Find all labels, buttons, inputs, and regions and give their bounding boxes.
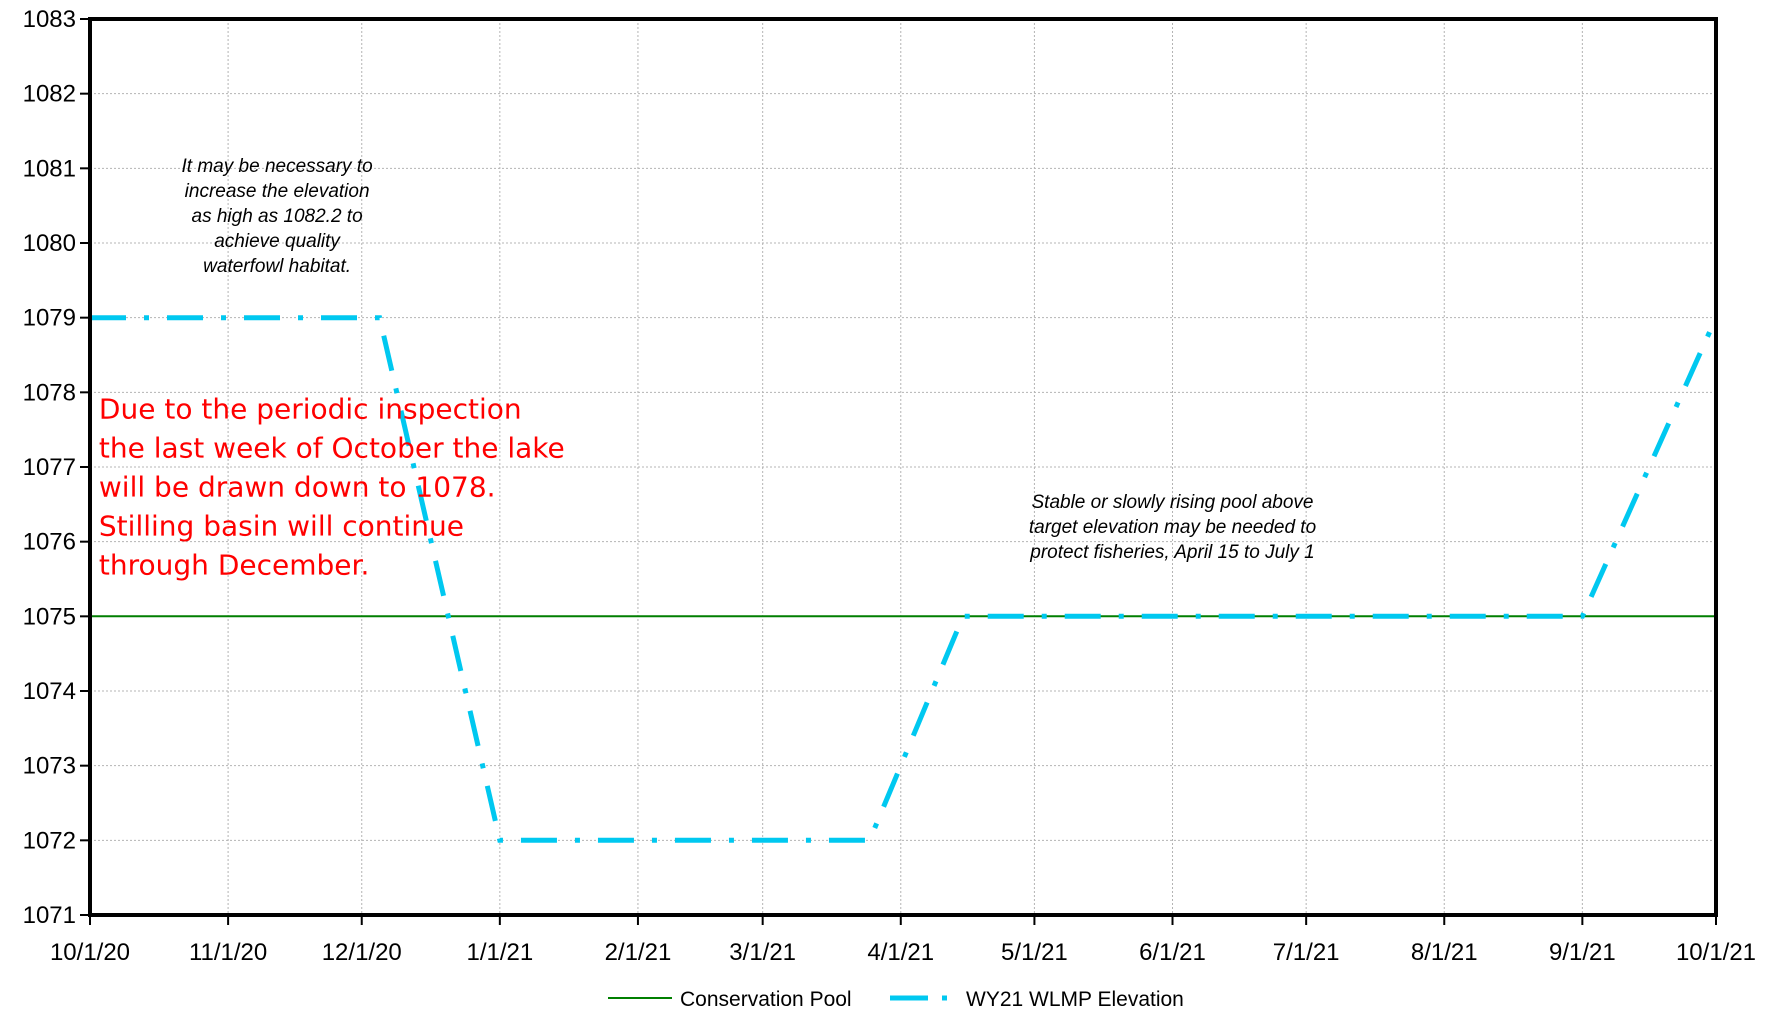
x-tick-label: 2/1/21 (605, 939, 672, 966)
annotation-fisheries: Stable or slowly rising pool above target… (1029, 492, 1316, 563)
x-tick-label: 10/1/21 (1676, 939, 1756, 966)
x-tick-label: 9/1/21 (1549, 939, 1616, 966)
x-tick-label: 3/1/21 (729, 939, 796, 966)
series-lines (90, 315, 1719, 843)
legend: Conservation Pool WY21 WLMP Elevation (608, 988, 1184, 1011)
y-tick-label: 1080 (23, 230, 76, 257)
y-tick-label: 1078 (23, 379, 76, 406)
x-tick-label: 10/1/20 (50, 939, 130, 966)
y-tick-label: 1072 (23, 827, 76, 854)
y-tick-label: 1077 (23, 454, 76, 481)
y-tick-label: 1083 (23, 6, 76, 33)
wlmp-elevation-line (90, 315, 1719, 843)
annotation-line: target elevation may be needed to (1029, 517, 1316, 538)
x-tick-label: 1/1/21 (466, 939, 533, 966)
y-tick-label: 1073 (23, 753, 76, 780)
annotation-line: will be drawn down to 1078. (99, 470, 496, 503)
grid (89, 18, 1717, 916)
annotation-line: achieve quality (214, 231, 341, 252)
x-tick-label: 7/1/21 (1273, 939, 1340, 966)
x-axis-ticks: 10/1/20 11/1/20 12/1/20 1/1/21 2/1/21 3/1/21 4… (50, 915, 1756, 966)
annotation-inspection: Due to the periodic inspection the last w… (99, 392, 565, 581)
annotation-waterfowl: It may be necessary to increase the eleva… (182, 156, 373, 277)
y-tick-label: 1076 (23, 529, 76, 556)
y-tick-label: 1082 (23, 81, 76, 108)
annotation-line: protect fisheries, April 15 to July 1 (1029, 542, 1314, 563)
annotation-line: Stable or slowly rising pool above (1032, 492, 1314, 513)
annotation-line: Stilling basin will continue (99, 509, 464, 542)
y-tick-label: 1075 (23, 603, 76, 630)
annotation-line: It may be necessary to (182, 156, 373, 177)
legend-label-conservation-pool: Conservation Pool (680, 988, 852, 1011)
annotation-line: increase the elevation (185, 181, 370, 202)
annotation-line: Due to the periodic inspection (99, 392, 522, 425)
annotation-line: the last week of October the lake (99, 431, 565, 464)
x-tick-label: 6/1/21 (1139, 939, 1206, 966)
x-tick-label: 8/1/21 (1411, 939, 1478, 966)
x-tick-label: 12/1/20 (322, 939, 402, 966)
annotation-line: waterfowl habitat. (203, 256, 351, 277)
legend-label-wlmp-elevation: WY21 WLMP Elevation (966, 988, 1184, 1011)
annotation-line: through December. (99, 548, 369, 581)
y-axis-ticks: 1071 1072 1073 1074 1075 1076 1077 1078 1079 1080… (23, 6, 90, 929)
x-tick-label: 5/1/21 (1001, 939, 1068, 966)
annotation-line: as high as 1082.2 to (192, 206, 363, 227)
x-tick-label: 11/1/20 (189, 939, 267, 966)
y-tick-label: 1071 (23, 902, 76, 929)
y-tick-label: 1074 (23, 678, 76, 705)
y-tick-label: 1081 (23, 155, 76, 182)
x-tick-label: 4/1/21 (867, 939, 934, 966)
y-tick-label: 1079 (23, 305, 76, 332)
annotations: It may be necessary to increase the eleva… (99, 156, 1316, 581)
